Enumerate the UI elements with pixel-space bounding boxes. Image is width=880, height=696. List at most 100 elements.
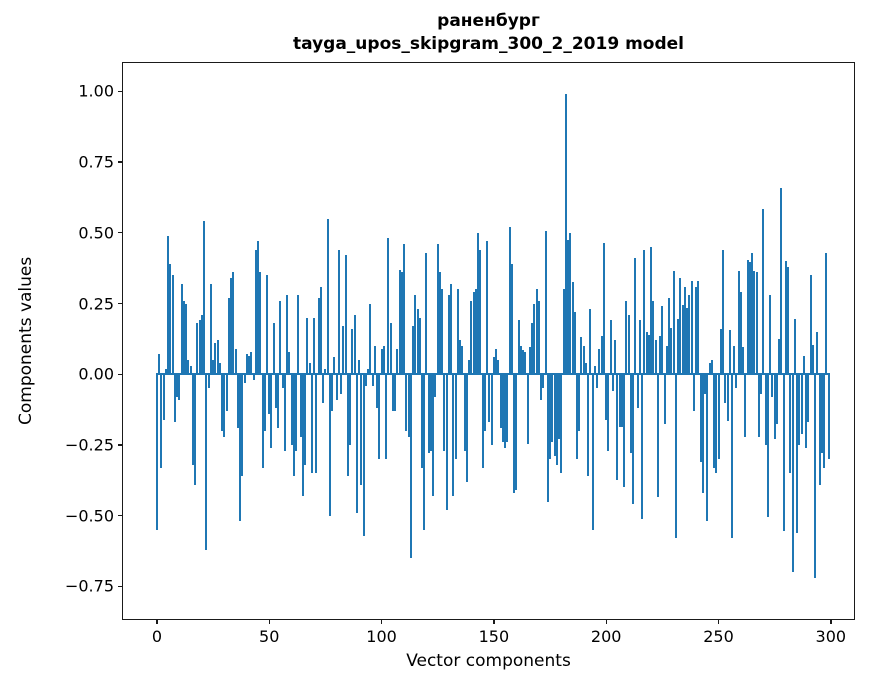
bar — [780, 187, 783, 375]
bar — [218, 362, 221, 375]
bar — [182, 300, 185, 375]
bar — [558, 374, 561, 440]
bar — [787, 266, 790, 375]
bar — [546, 374, 549, 502]
bar — [252, 374, 255, 380]
bar — [261, 374, 264, 468]
bar — [205, 374, 208, 550]
bar — [677, 319, 680, 375]
bar — [818, 374, 821, 485]
bar — [420, 374, 423, 468]
bar — [418, 317, 421, 375]
bar — [257, 241, 259, 375]
bar — [515, 374, 518, 491]
bar — [652, 300, 655, 375]
bar — [713, 374, 716, 468]
x-tick-mark — [830, 619, 832, 624]
bar — [522, 350, 525, 375]
chart-title: раненбург tayga_upos_skipgram_300_2_2019… — [122, 10, 855, 56]
bar — [171, 275, 174, 375]
bar — [403, 244, 406, 375]
bar — [369, 303, 372, 375]
bar — [708, 362, 711, 375]
bar — [674, 374, 677, 539]
bar — [423, 374, 426, 530]
x-tick-label: 150 — [478, 627, 510, 646]
bar — [187, 360, 190, 375]
bar — [360, 374, 363, 485]
bar — [398, 269, 401, 375]
x-tick-mark — [717, 619, 720, 624]
bar — [461, 345, 464, 375]
bar — [470, 300, 473, 375]
bar — [533, 303, 536, 375]
bar — [699, 374, 702, 462]
bar — [553, 374, 556, 457]
bar — [562, 289, 565, 375]
bar — [254, 249, 257, 375]
bar — [295, 374, 298, 451]
bar — [809, 275, 812, 375]
bar — [654, 340, 657, 375]
bar — [569, 232, 572, 375]
bar — [438, 272, 441, 375]
bar — [465, 374, 468, 482]
bar — [335, 374, 338, 400]
bar — [526, 374, 529, 444]
y-tick-mark — [118, 444, 123, 446]
x-axis-label: Vector components — [406, 651, 571, 671]
bar — [292, 374, 295, 477]
bar — [373, 345, 376, 375]
bar — [501, 374, 504, 443]
bar — [169, 263, 172, 375]
bar — [241, 374, 244, 477]
bar — [268, 374, 271, 414]
bar — [239, 374, 242, 522]
bar — [232, 272, 235, 375]
bar — [407, 374, 410, 437]
bar — [766, 374, 769, 518]
y-tick-mark — [118, 161, 123, 163]
bar — [364, 374, 367, 386]
y-tick-mark — [118, 515, 123, 517]
bar — [564, 94, 567, 375]
bar — [690, 280, 693, 375]
bar — [400, 272, 403, 375]
bar — [230, 278, 233, 375]
bar — [452, 374, 455, 496]
bar — [333, 357, 336, 375]
bar — [492, 357, 495, 375]
bar — [825, 252, 828, 375]
bar — [429, 374, 432, 451]
bar — [259, 272, 262, 375]
bar — [659, 336, 662, 375]
bar — [155, 374, 158, 530]
bar — [326, 218, 329, 375]
bar — [200, 314, 203, 375]
bar — [283, 374, 286, 451]
bar — [299, 374, 302, 437]
bar — [632, 374, 635, 505]
bar — [479, 249, 482, 375]
bar — [542, 374, 545, 389]
bar — [663, 374, 666, 424]
bar — [436, 244, 439, 375]
bar — [286, 295, 289, 375]
x-tick-mark — [268, 619, 270, 624]
bar — [596, 374, 599, 389]
bar — [620, 374, 623, 427]
bar — [638, 320, 641, 375]
bar — [751, 252, 754, 375]
bar — [645, 331, 648, 375]
bar — [456, 289, 459, 375]
bar — [778, 338, 781, 375]
bar — [735, 374, 738, 389]
bar — [468, 360, 471, 375]
bar — [346, 374, 349, 477]
bar — [463, 374, 466, 451]
bar — [701, 374, 704, 494]
bar — [549, 374, 552, 460]
bar — [351, 328, 354, 375]
bar — [245, 354, 248, 375]
bar — [160, 374, 163, 468]
